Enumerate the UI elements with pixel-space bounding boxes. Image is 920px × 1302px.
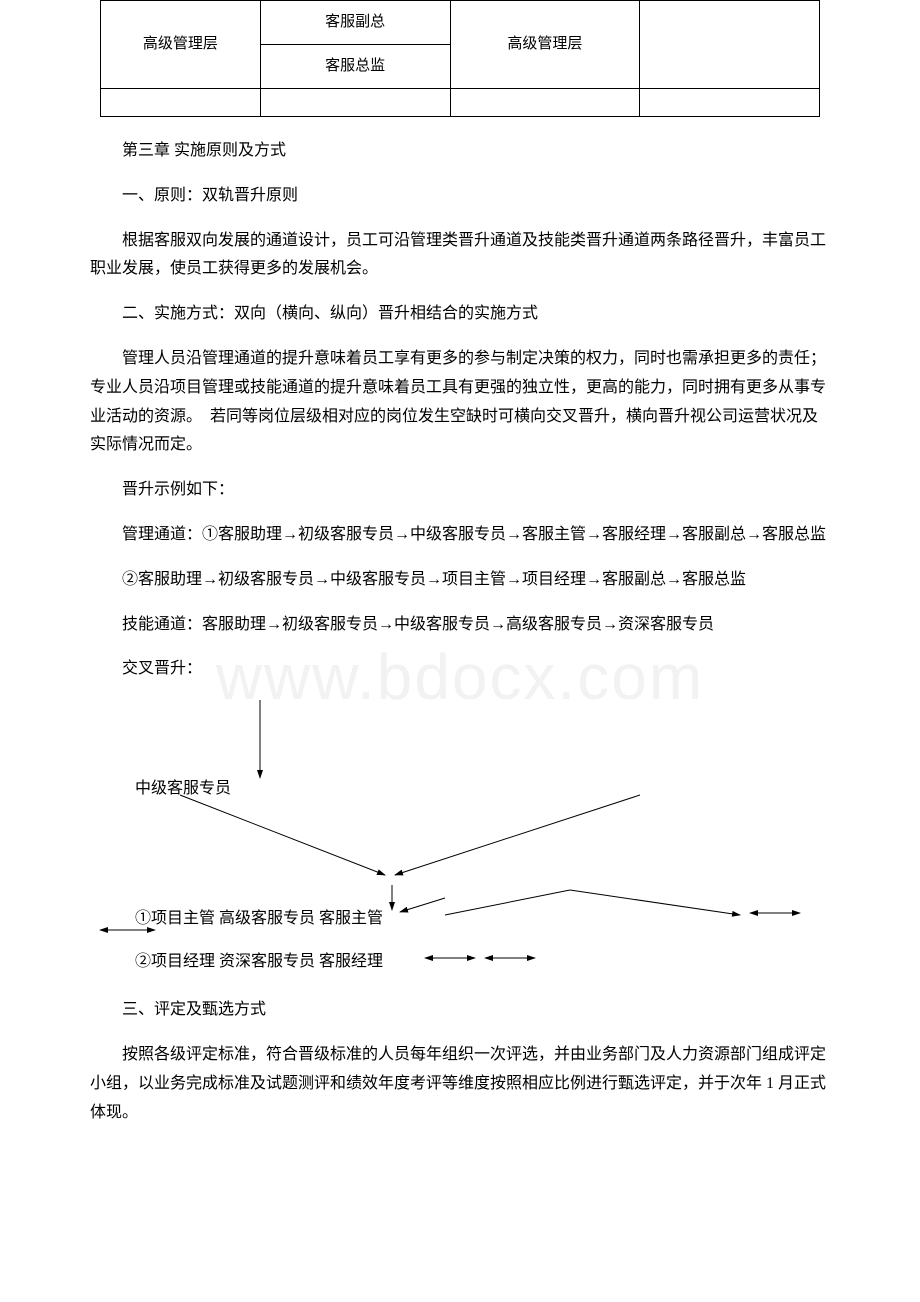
table-cell-empty [260,89,450,117]
table-cell: 高级管理层 [450,1,640,89]
diagram-row1-label: ①项目主管 高级客服专员 客服主管 [135,905,383,934]
section2-body: 管理人员沿管理通道的提升意味着员工享有更多的参与制定决策的权力，同时也需承担更多… [0,345,920,460]
table-cell-empty [640,89,820,117]
skill-path: 技能通道：客服助理→初级客服专员→中级客服专员→高级客服专员→资深客服专员 [0,611,920,640]
section3-body: 按照各级评定标准，符合晋级标准的人员每年组织一次评选，并由业务部门及人力资源部门… [0,1041,920,1127]
table-cell-empty [101,89,261,117]
section1-body: 根据客服双向发展的通道设计，员工可沿管理类晋升通道及技能类晋升通道两条路径晋升，… [0,227,920,285]
table-cell: 客服总监 [260,45,450,89]
diagram-svg [50,700,870,980]
examples-intro: 晋升示例如下： [0,476,920,505]
section2-heading: 二、实施方式：双向（横向、纵向）晋升相结合的实施方式 [0,300,920,329]
mgmt-path-2: ②客服助理→初级客服专员→中级客服专员→项目主管→项目经理→客服副总→客服总监 [0,566,920,595]
table-cell: 客服副总 [260,1,450,45]
hierarchy-table: 高级管理层 客服副总 高级管理层 客服总监 [100,0,820,117]
chapter-heading: 第三章 实施原则及方式 [0,137,920,166]
diagram-row2-label: ②项目经理 资深客服专员 客服经理 [135,948,383,977]
promotion-diagram: 中级客服专员 ①项目主管 高级客服专员 客服主管 ②项目经理 资深客服专员 客服… [50,700,870,980]
mgmt-path-1: 管理通道：①客服助理→初级客服专员→中级客服专员→客服主管→客服经理→客服副总→… [0,521,920,550]
document-content: 高级管理层 客服副总 高级管理层 客服总监 第三章 实施原则及方式 一、原则：双… [0,0,920,1127]
cross-promotion-label: 交叉晋升： [0,655,920,684]
table-cell [640,1,820,89]
table-cell: 高级管理层 [101,1,261,89]
section3-heading: 三、评定及甄选方式 [0,996,920,1025]
section1-heading: 一、原则：双轨晋升原则 [0,182,920,211]
diagram-mid-level-label: 中级客服专员 [135,775,231,804]
table-cell-empty [450,89,640,117]
